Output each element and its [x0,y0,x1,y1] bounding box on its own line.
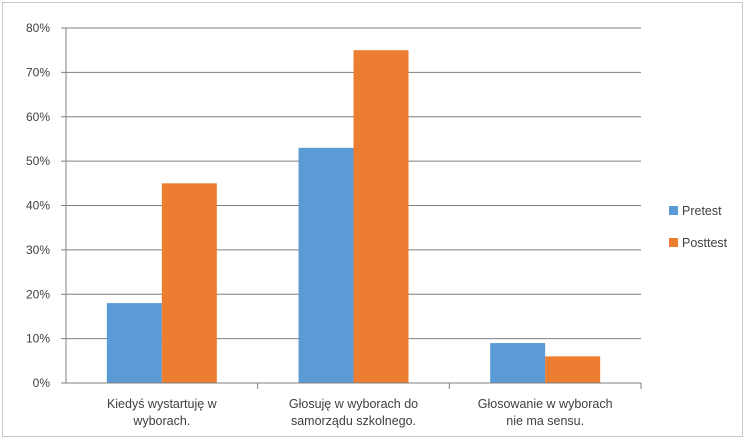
bar-posttest-3 [545,356,601,383]
legend: Pretest Posttest [669,204,728,250]
bar-pretest-1 [106,303,162,383]
x-category-label: Kiedyś wystartuję w [107,397,218,411]
legend-label-pretest: Pretest [682,204,722,218]
bar-pretest-3 [490,343,546,383]
legend-swatch-posttest [669,238,678,247]
x-category-label: samorządu szkolnego. [291,414,416,428]
y-tick-label: 40% [26,199,50,213]
y-tick-label: 20% [26,287,50,301]
bars [106,50,601,383]
y-tick-label: 70% [26,65,50,79]
y-tick-label: 10% [26,332,50,346]
x-category-labels: Kiedyś wystartuję w wyborach. Głosuję w wy… [107,397,613,428]
x-category-label: Głosowanie w wyborach [478,397,613,411]
y-tick-label: 60% [26,110,50,124]
x-category-label: wyborach. [132,414,190,428]
x-category-label: nie ma sensu. [506,414,584,428]
bar-posttest-2 [353,50,409,383]
y-tick-label: 30% [26,243,50,257]
y-tick-label: 80% [26,21,50,35]
bar-pretest-2 [298,147,354,383]
legend-label-posttest: Posttest [682,236,728,250]
y-tick-labels: 0% 10% 20% 30% 40% 50% 60% 70% 80% [26,21,50,390]
x-category-label: Głosuję w wyborach do [289,397,418,411]
legend-swatch-pretest [669,206,678,215]
y-tick-label: 50% [26,154,50,168]
bar-posttest-1 [161,183,217,383]
y-tick-label: 0% [33,376,51,390]
axes [61,27,642,389]
